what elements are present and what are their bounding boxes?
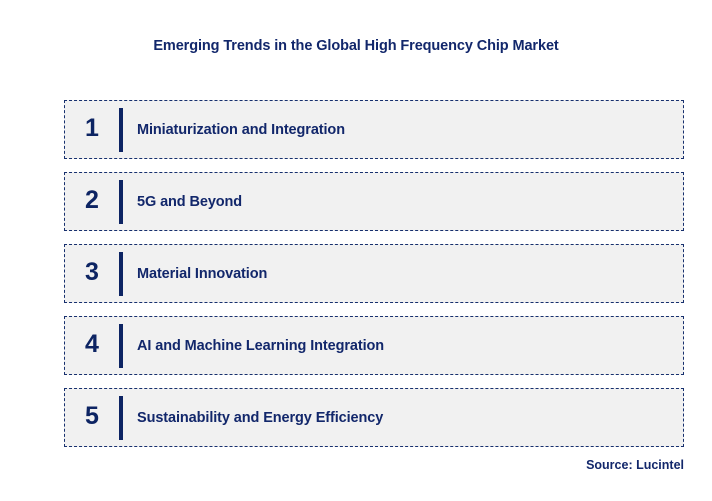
trend-rank-number: 4 [85,330,99,358]
vertical-divider [119,179,123,224]
trend-rank-number: 1 [85,114,99,142]
trend-label: Sustainability and Energy Efficiency [137,409,384,426]
trend-rank-number: 5 [85,402,99,430]
vertical-divider [119,251,123,296]
vertical-divider [119,323,123,368]
vertical-divider [119,395,123,440]
trend-list: 1 Miniaturization and Integration 2 5G a… [64,100,684,460]
trend-label: 5G and Beyond [137,193,243,210]
list-item: 2 5G and Beyond [64,172,684,231]
trend-label: Miniaturization and Integration [137,121,345,138]
list-item: 3 Material Innovation [64,244,684,303]
trend-rank-number: 2 [85,186,99,214]
page-title: Emerging Trends in the Global High Frequ… [153,38,559,54]
list-item: 1 Miniaturization and Integration [64,100,684,159]
vertical-divider [119,107,123,152]
list-item: 5 Sustainability and Energy Efficiency [64,388,684,447]
trend-label: Material Innovation [137,265,268,282]
list-item: 4 AI and Machine Learning Integration [64,316,684,375]
trend-rank-number: 3 [85,258,99,286]
source-attribution: Source: Lucintel [586,458,684,472]
trend-label: AI and Machine Learning Integration [137,337,385,354]
